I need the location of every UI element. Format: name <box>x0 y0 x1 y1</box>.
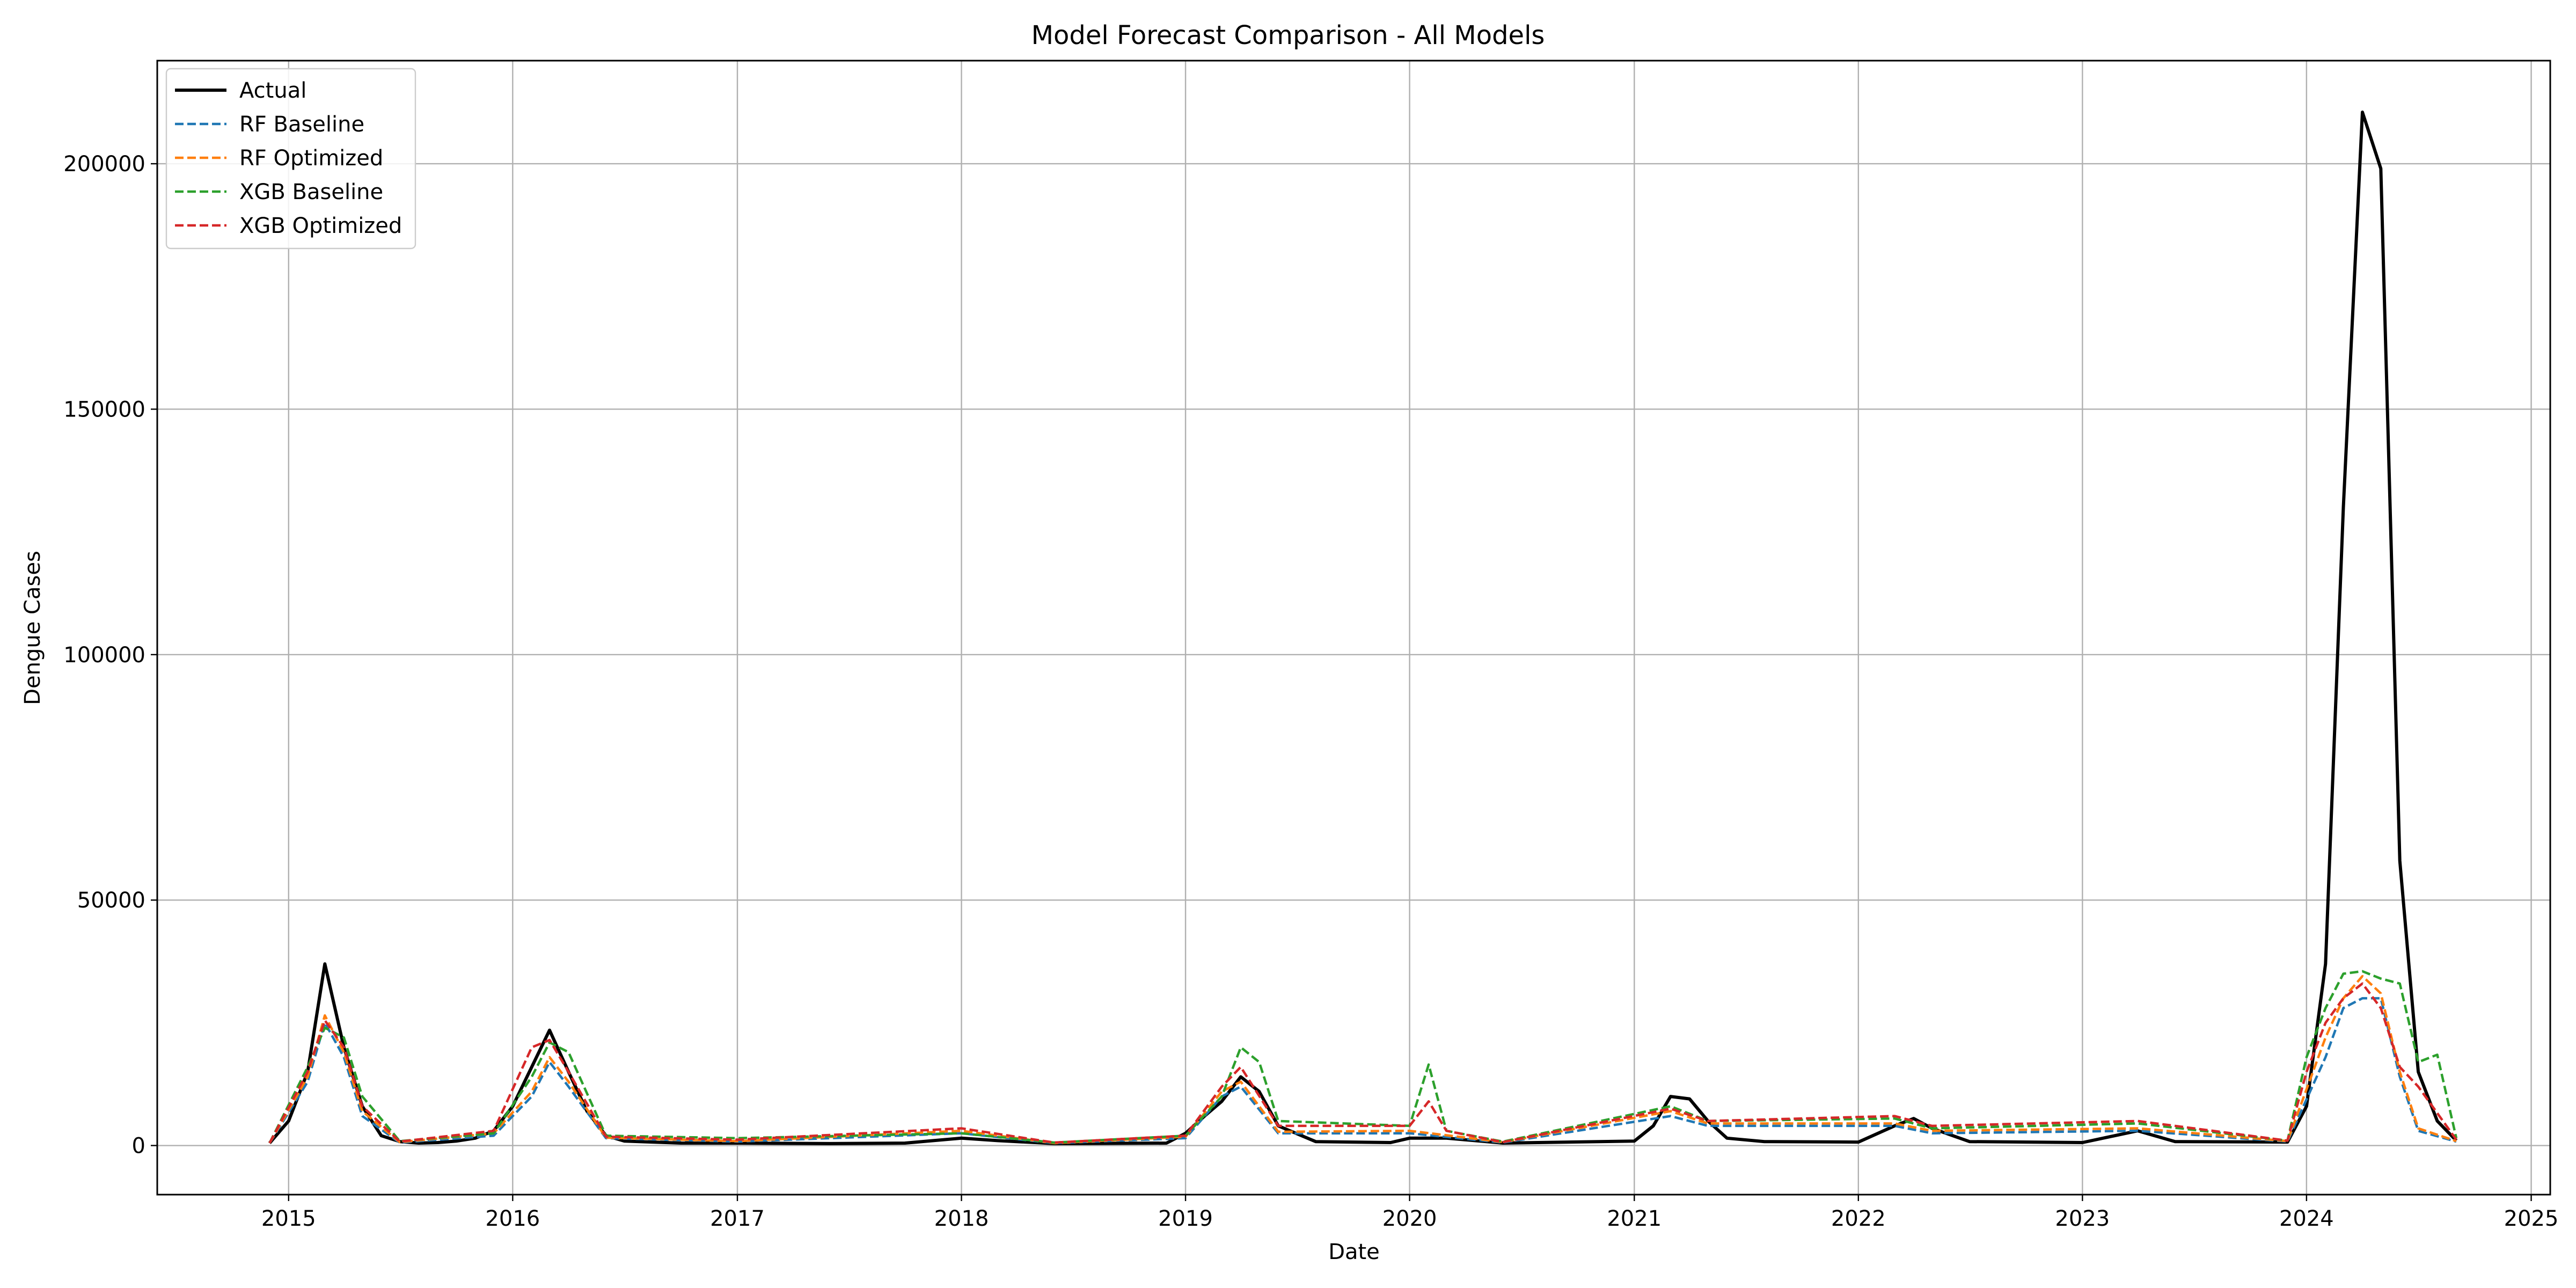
y-tick-label: 50000 <box>77 888 145 913</box>
x-tick-label: 2018 <box>934 1206 989 1231</box>
y-tick-label: 0 <box>132 1134 145 1159</box>
x-tick-label: 2023 <box>2055 1206 2110 1231</box>
chart-title: Model Forecast Comparison - All Models <box>1031 20 1545 50</box>
legend-label: Actual <box>239 78 306 103</box>
x-tick-label: 2022 <box>1831 1206 1886 1231</box>
y-tick-label: 200000 <box>63 152 145 177</box>
grid <box>157 61 2550 1195</box>
x-tick-label: 2017 <box>710 1206 765 1231</box>
x-tick-label: 2024 <box>2279 1206 2334 1231</box>
legend-label: RF Baseline <box>239 112 364 137</box>
y-axis-label: Dengue Cases <box>20 551 45 705</box>
x-tick-label: 2025 <box>2504 1206 2559 1231</box>
x-tick-label: 2016 <box>485 1206 540 1231</box>
y-tick-label: 100000 <box>63 643 145 668</box>
series-line-xgb-baseline <box>268 970 2458 1144</box>
legend-label: XGB Baseline <box>239 180 383 204</box>
series-line-actual <box>268 111 2458 1145</box>
x-tick-label: 2015 <box>261 1206 316 1231</box>
x-tick-label: 2020 <box>1382 1206 1437 1231</box>
series-lines <box>268 111 2458 1145</box>
x-tick-label: 2021 <box>1607 1206 1662 1231</box>
legend-box <box>165 68 416 250</box>
legend-label: RF Optimized <box>239 146 383 171</box>
legend: Actual RF Baseline RF Optimized XGB Baselin… <box>165 68 416 250</box>
series-line-xgb-optimized <box>268 982 2457 1144</box>
y-tick-label: 150000 <box>63 397 145 422</box>
axes: 2015 2016 2017 2018 2019 2020 2021 2022 2023 2024… <box>63 152 2558 1231</box>
plot-frame <box>156 60 2551 1196</box>
x-axis-label: Date <box>1328 1240 1380 1264</box>
x-tick-label: 2019 <box>1158 1206 1213 1231</box>
legend-label: XGB Optimized <box>239 214 402 238</box>
